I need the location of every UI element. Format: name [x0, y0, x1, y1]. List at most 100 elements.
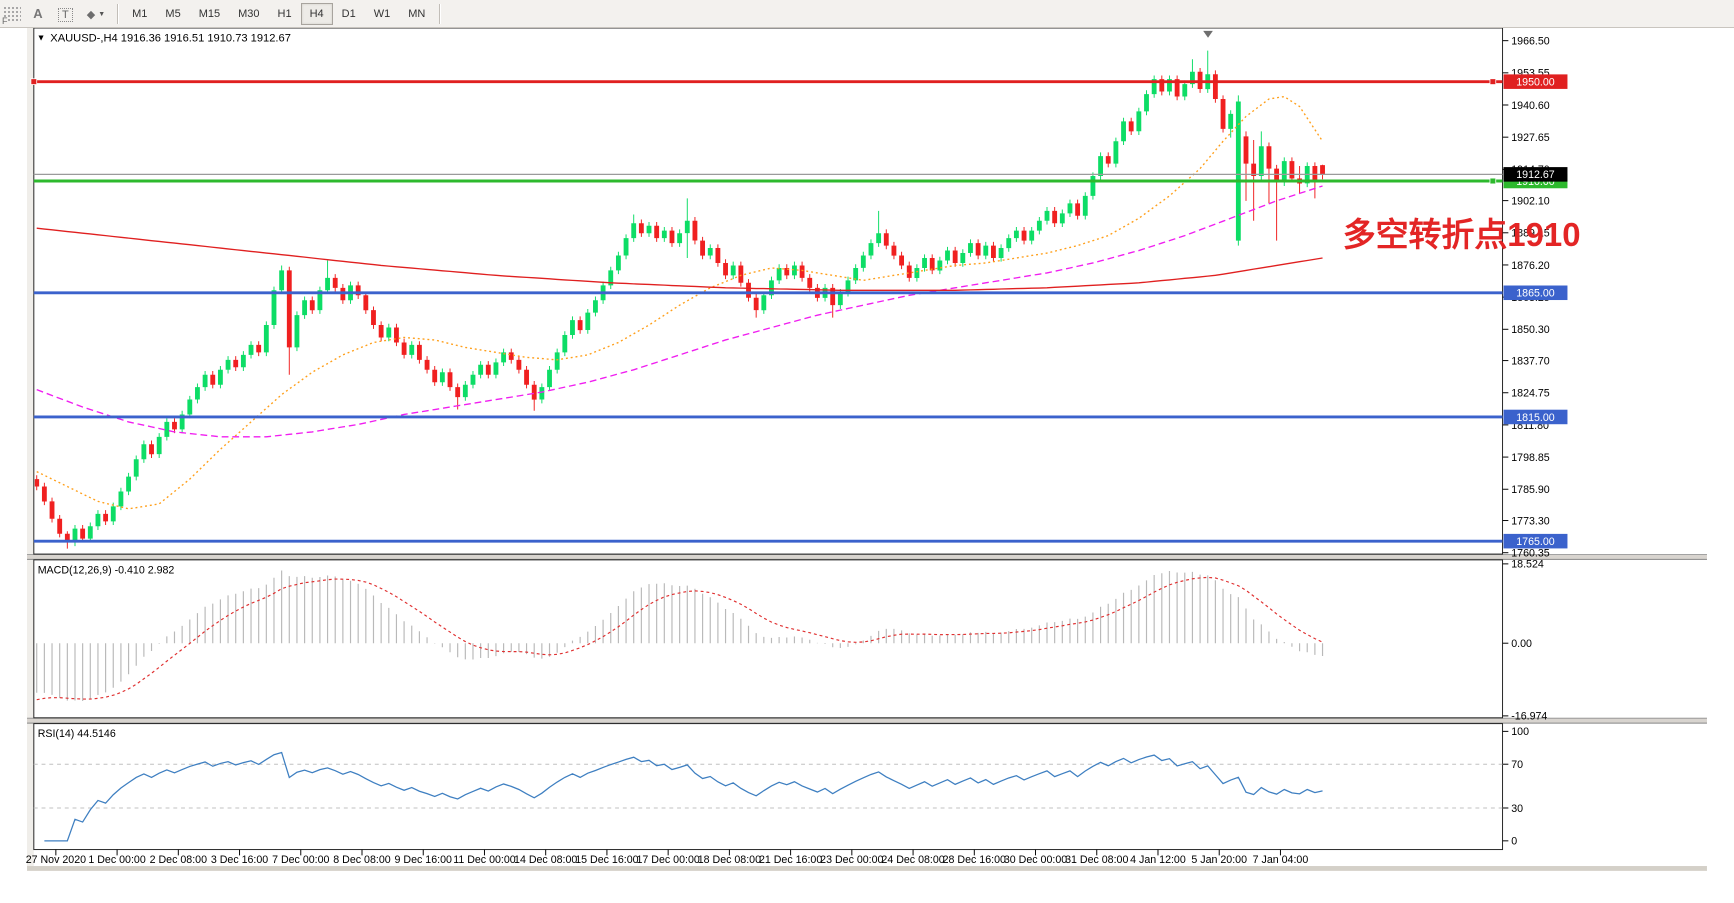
price-tick-label: 1927.65	[1511, 132, 1550, 144]
toolbar: F A T ◆ ▼ M1 M5 M15 M30 H1 H4 D1 W1 MN	[0, 0, 1734, 28]
text-box-icon: T	[58, 7, 73, 22]
price-tick-label: 1889.15	[1511, 228, 1550, 240]
time-tick-label: 17 Dec 00:00	[636, 854, 699, 866]
timeframe-w1-button[interactable]: W1	[365, 3, 400, 25]
price-tick-label: 1876.20	[1511, 260, 1550, 272]
time-tick-label: 3 Dec 16:00	[211, 854, 268, 866]
price-tick-label: 1902.10	[1511, 195, 1550, 207]
main-chart-pane[interactable]	[33, 27, 1504, 555]
dropdown-caret-icon: ▼	[98, 10, 106, 18]
timeframe-m30-button[interactable]: M30	[229, 3, 268, 25]
hline-1910-handle[interactable]	[1489, 177, 1497, 185]
time-tick-label: 30 Dec 00:00	[1004, 854, 1067, 866]
price-tick-label: 1760.35	[1511, 548, 1550, 560]
time-tick-label: 15 Dec 16:00	[575, 854, 638, 866]
hline-1950-handle[interactable]	[30, 78, 38, 85]
hline-1950-handle[interactable]	[1489, 78, 1497, 85]
hline-1765-label: 1765.00	[1516, 536, 1555, 548]
hline-1950-label: 1950.00	[1516, 77, 1555, 89]
time-tick-label: 1 Dec 00:00	[88, 854, 145, 866]
ma-mid-line[interactable]	[36, 185, 1323, 438]
ma-fast-line[interactable]	[36, 95, 1324, 510]
time-axis[interactable]: 27 Nov 2020 1 Dec 00:00 2 Dec 08:00 3 Dec 1…	[26, 849, 1309, 867]
rsi-tick-label: 100	[1511, 726, 1529, 738]
time-tick-label: 5 Jan 20:00	[1191, 854, 1247, 866]
shapes-icon: ◆	[86, 8, 96, 21]
timeframe-buttons: M1 M5 M15 M30 H1 H4 D1 W1 MN	[123, 2, 434, 25]
chart-shift-marker-icon[interactable]	[1203, 30, 1213, 38]
time-tick-label: 14 Dec 08:00	[514, 854, 577, 866]
time-tick-label: 23 Dec 00:00	[820, 854, 883, 866]
macd-tick-label: 0.00	[1511, 638, 1532, 650]
macd-tick-label: -16.974	[1511, 711, 1547, 723]
timeframe-d1-button[interactable]: D1	[333, 3, 365, 25]
rsi-content: RSI(14) 44.5146 100 70 30 0	[33, 726, 1529, 848]
time-tick-label: 28 Dec 16:00	[943, 854, 1006, 866]
hline-1950-box	[1503, 74, 1568, 89]
timeframe-h1-button[interactable]: H1	[269, 3, 301, 25]
macd-header: MACD(12,26,9) -0.410 2.982	[38, 564, 175, 576]
bull-candle-bodies	[72, 71, 1310, 543]
hline-1865-label: 1865.00	[1516, 288, 1555, 300]
time-tick-label: 4 Jan 12:00	[1130, 854, 1186, 866]
macd-content: MACD(12,26,9) -0.410 2.982 18.524 0.00 -16.…	[36, 559, 1547, 723]
time-tick-label: 21 Dec 16:00	[759, 854, 822, 866]
timeframe-m1-button[interactable]: M1	[123, 3, 156, 25]
candles-layer	[34, 50, 1325, 549]
time-tick-label: 11 Dec 00:00	[453, 854, 516, 866]
chart-window: 1966.501953.551940.601927.651914.701902.…	[0, 27, 1734, 903]
hline-1765-box	[1503, 533, 1568, 549]
rsi-line	[44, 751, 1323, 842]
time-tick-label: 27 Nov 2020	[26, 854, 86, 866]
time-tick-label: 24 Dec 08:00	[881, 854, 944, 866]
ma-slow-line[interactable]	[36, 227, 1323, 291]
pane-separator[interactable]	[27, 717, 1707, 724]
price-tick-label: 1798.85	[1511, 452, 1550, 464]
timeframe-mn-button[interactable]: MN	[399, 3, 434, 25]
rsi-pane[interactable]	[33, 723, 1504, 851]
price-tick-label: 1850.30	[1511, 324, 1550, 336]
time-tick-label: 8 Dec 08:00	[333, 854, 390, 866]
rsi-header: RSI(14) 44.5146	[38, 728, 116, 740]
shapes-dropdown-button[interactable]: ◆ ▼	[81, 3, 111, 25]
annotation-text: 多空转折点1910	[1343, 216, 1581, 253]
toolbar-separator	[117, 3, 119, 24]
chart-canvas[interactable]: 1966.501953.551940.601927.651914.701902.…	[0, 27, 1734, 898]
time-tick-label: 7 Jan 04:00	[1253, 854, 1309, 866]
price-tick-label: 1785.90	[1511, 484, 1550, 496]
time-tick-label: 7 Dec 00:00	[272, 854, 329, 866]
bid-price-box	[1503, 167, 1568, 182]
macd-histogram	[36, 570, 1324, 701]
price-tick-label: 1966.50	[1511, 36, 1550, 48]
text-a-button[interactable]: A	[26, 3, 50, 25]
timeframe-m15-button[interactable]: M15	[190, 3, 229, 25]
price-tick-label: 1773.30	[1511, 515, 1550, 527]
time-tick-label: 9 Dec 16:00	[395, 854, 452, 866]
chart-title: XAUUSD-,H4 1916.36 1916.51 1910.73 1912.…	[50, 33, 291, 45]
hline-1815-label: 1815.00	[1516, 412, 1555, 424]
time-tick-label: 18 Dec 08:00	[698, 854, 761, 866]
timeframe-h4-button[interactable]: H4	[300, 2, 333, 25]
rsi-tick-label: 70	[1511, 759, 1523, 771]
hline-1865-box	[1503, 285, 1568, 301]
hline-1815-box	[1503, 409, 1568, 425]
bottom-window-edge	[27, 866, 1707, 871]
macd-pane[interactable]	[33, 559, 1504, 719]
price-tick-label: 1940.60	[1511, 100, 1550, 112]
time-tick-label: 31 Dec 08:00	[1065, 854, 1128, 866]
grid-f-icon-label: F	[2, 15, 8, 26]
price-tick-label: 1824.75	[1511, 388, 1550, 400]
pane-separator[interactable]	[27, 554, 1707, 560]
timeframe-m5-button[interactable]: M5	[156, 3, 189, 25]
toolbar-grip-icon[interactable]: F	[2, 5, 21, 26]
chart-collapse-icon[interactable]: ▼	[37, 33, 46, 43]
macd-tick-label: 18.524	[1511, 559, 1544, 571]
price-axis[interactable]: 1966.501953.551940.601927.651914.701902.…	[1502, 36, 1568, 560]
text-box-button[interactable]: T	[52, 3, 79, 25]
left-margin	[27, 28, 34, 867]
price-tick-label: 1837.70	[1511, 355, 1550, 367]
rsi-tick-label: 30	[1511, 803, 1523, 815]
macd-signal-line	[36, 576, 1323, 701]
rsi-tick-label: 0	[1511, 836, 1517, 848]
toolbar-separator-2	[439, 3, 441, 24]
